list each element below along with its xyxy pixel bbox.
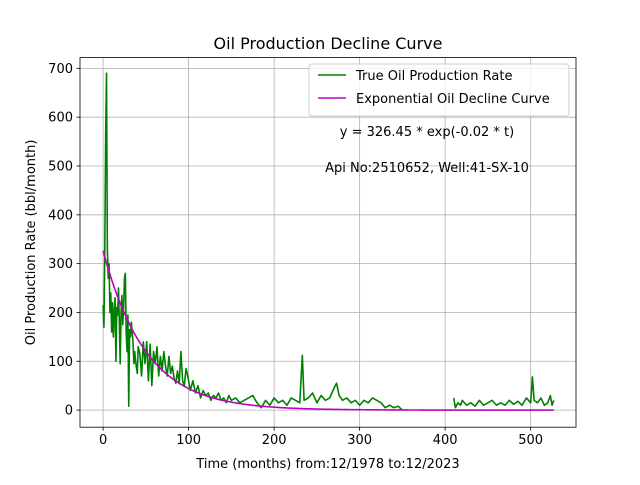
plot-frame [79, 57, 577, 428]
x-tick-label: 300 [347, 433, 372, 448]
chart-title: Oil Production Decline Curve [214, 34, 443, 53]
y-tick-label: 100 [48, 355, 73, 370]
well-annotation: Api No:2510652, Well:41-SX-10 [325, 161, 529, 176]
legend-label-true-rate: True Oil Production Rate [355, 69, 512, 84]
y-tick-label: 400 [48, 208, 73, 223]
decline-curve-line [102, 250, 554, 411]
y-tick-label: 600 [48, 111, 73, 126]
x-tick-label: 400 [433, 433, 458, 448]
production-rate-line-0 [102, 72, 403, 411]
x-axis-label: Time (months) from:12/1978 to:12/2023 [195, 457, 459, 472]
legend: True Oil Production Rate Exponential Oil… [308, 63, 570, 117]
y-tick-label: 700 [48, 62, 73, 77]
y-tick-label: 300 [48, 257, 73, 272]
legend-box [308, 63, 570, 117]
x-tick-label: 0 [99, 433, 107, 448]
y-tick-label: 500 [48, 159, 73, 174]
legend-label-decline-curve: Exponential Oil Decline Curve [356, 92, 550, 107]
production-rate-line-1 [452, 376, 555, 409]
equation-annotation: y = 326.45 * exp(-0.02 * t) [340, 125, 514, 140]
y-tick-label: 0 [65, 404, 73, 419]
plot-series [102, 72, 555, 411]
y-tick-label: 200 [48, 306, 73, 321]
x-tick-label: 200 [262, 433, 287, 448]
x-tick-label: 100 [176, 433, 201, 448]
x-tick-label: 500 [518, 433, 543, 448]
y-axis-label: Oil Production Rate (bbl/month) [24, 140, 39, 346]
axis-ticks: 0 100 200 300 400 500 0 100 200 300 400 500 600 700 [48, 62, 543, 448]
